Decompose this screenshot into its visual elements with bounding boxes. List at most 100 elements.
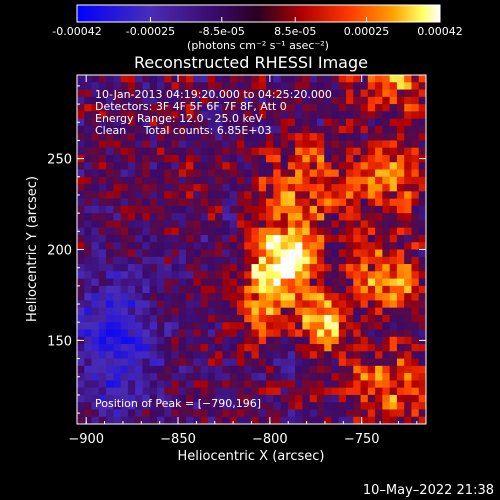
heatmap-cell	[266, 198, 274, 207]
heatmap-cell	[222, 358, 231, 367]
heatmap-cell	[156, 118, 165, 127]
heatmap-cell	[346, 75, 354, 83]
heatmap-cell	[287, 300, 296, 309]
heatmap-cell	[156, 147, 165, 156]
heatmap-cell	[127, 264, 136, 272]
info-line-clean: Clean Total counts: 6.85E+03	[95, 124, 272, 137]
heatmap-cell	[295, 300, 303, 309]
heatmap-cell	[295, 104, 303, 112]
heatmap-cell	[178, 387, 187, 396]
heatmap-cell	[106, 358, 114, 367]
heatmap-cell	[98, 227, 107, 236]
heatmap-cell	[375, 387, 383, 396]
heatmap-cell	[251, 365, 260, 374]
heatmap-cell	[418, 118, 426, 127]
heatmap-cell	[316, 75, 325, 83]
heatmap-cell	[375, 125, 383, 134]
heatmap-cell	[331, 242, 340, 251]
heatmap-cell	[244, 336, 253, 345]
heatmap-cell	[164, 234, 173, 243]
heatmap-cell	[106, 293, 114, 301]
heatmap-cell	[295, 242, 303, 251]
heatmap-cell	[222, 242, 231, 251]
heatmap-cell	[273, 402, 282, 411]
heatmap-cell	[258, 256, 267, 265]
heatmap-cell	[236, 89, 245, 98]
heatmap-cell	[251, 242, 260, 251]
heatmap-cell	[149, 111, 158, 120]
heatmap-cell	[251, 198, 260, 207]
heatmap-cell	[273, 293, 282, 301]
heatmap-cell	[84, 147, 93, 156]
heatmap-cell	[171, 140, 180, 149]
heatmap-cell	[367, 307, 376, 316]
heatmap-cell	[280, 104, 289, 112]
heatmap-cell	[338, 278, 347, 287]
heatmap-cell	[273, 191, 282, 200]
heatmap-cell	[113, 314, 122, 323]
heatmap-cell	[186, 220, 194, 229]
heatmap-cell	[287, 184, 296, 192]
heatmap-cell	[186, 227, 194, 236]
heatmap-cell	[156, 249, 165, 258]
heatmap-cell	[375, 147, 383, 156]
peak-position-label: Position of Peak = [−790,196]	[95, 397, 261, 410]
heatmap-cell	[222, 256, 231, 265]
heatmap-cell	[353, 104, 362, 112]
heatmap-cell	[396, 213, 405, 222]
heatmap-cell	[324, 191, 333, 200]
heatmap-cell	[215, 285, 224, 294]
heatmap-cell	[222, 133, 231, 142]
heatmap-cell	[316, 351, 325, 360]
heatmap-cell	[251, 118, 260, 127]
heatmap-cell	[346, 380, 354, 389]
heatmap-cell	[84, 227, 93, 236]
heatmap-cell	[215, 293, 224, 301]
heatmap-cell	[338, 300, 347, 309]
heatmap-cell	[331, 154, 340, 163]
heatmap-cell	[367, 234, 376, 243]
heatmap-cell	[77, 104, 85, 112]
heatmap-cell	[215, 220, 224, 229]
heatmap-cell	[287, 169, 296, 178]
heatmap-cell	[360, 402, 369, 411]
heatmap-cell	[411, 133, 420, 142]
heatmap-cell	[91, 191, 100, 200]
heatmap-cell	[367, 140, 376, 149]
heatmap-cell	[331, 285, 340, 294]
heatmap-cell	[229, 82, 238, 91]
heatmap-cell	[295, 249, 303, 258]
heatmap-cell	[142, 162, 151, 171]
heatmap-cell	[84, 271, 93, 280]
heatmap-cell	[156, 264, 165, 272]
heatmap-cell	[229, 133, 238, 142]
heatmap-cell	[84, 373, 93, 381]
heatmap-cell	[396, 242, 405, 251]
heatmap-cell	[302, 336, 311, 345]
heatmap-cell	[142, 358, 151, 367]
heatmap-cell	[186, 322, 194, 331]
heatmap-cell	[316, 373, 325, 381]
heatmap-cell	[411, 191, 420, 200]
heatmap-cell	[77, 278, 85, 287]
heatmap-cell	[222, 271, 231, 280]
heatmap-cell	[316, 227, 325, 236]
heatmap-cell	[164, 111, 173, 120]
heatmap-cell	[156, 234, 165, 243]
heatmap-cell	[280, 176, 289, 185]
heatmap-cell	[113, 125, 122, 134]
heatmap-cell	[389, 82, 398, 91]
heatmap-cell	[324, 234, 333, 243]
heatmap-cell	[396, 256, 405, 265]
heatmap-cell	[120, 314, 129, 323]
heatmap-cell	[236, 227, 245, 236]
heatmap-cell	[280, 82, 289, 91]
heatmap-cell	[84, 191, 93, 200]
heatmap-cell	[98, 89, 107, 98]
heatmap-cell	[404, 242, 413, 251]
heatmap-cell	[324, 293, 333, 301]
heatmap-cell	[324, 271, 333, 280]
heatmap-cell	[91, 198, 100, 207]
heatmap-cell	[222, 82, 231, 91]
heatmap-cell	[215, 271, 224, 280]
